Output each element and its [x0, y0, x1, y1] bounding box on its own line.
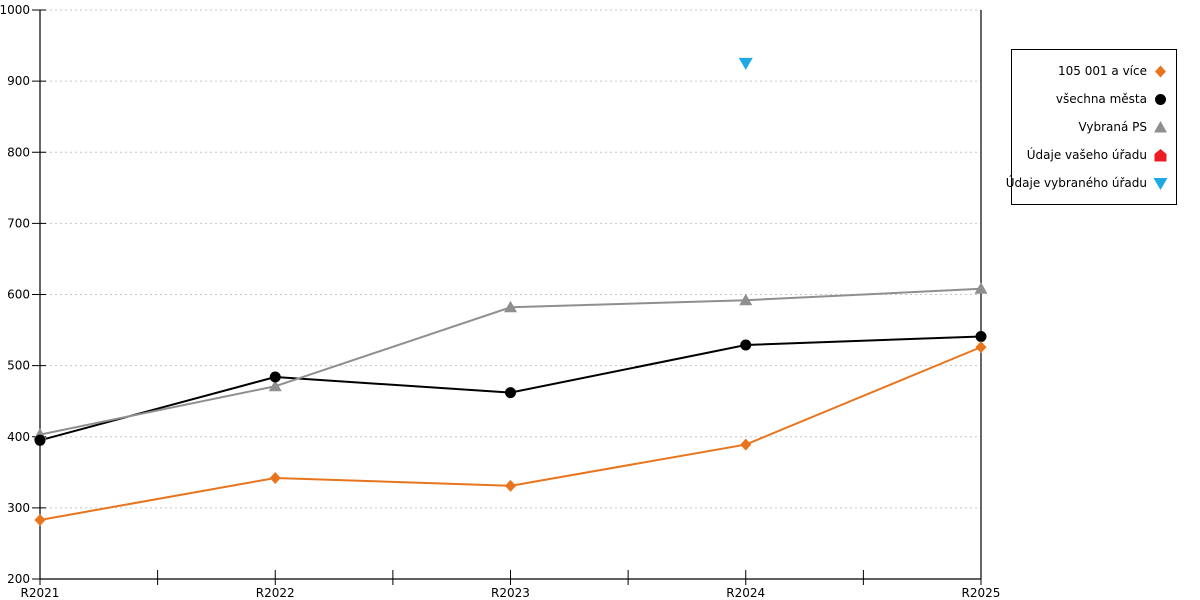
legend-label: 105 001 a více: [1057, 64, 1147, 78]
pentagon-up-icon: [1153, 148, 1168, 163]
x-tick-label: R2023: [491, 586, 530, 600]
y-tick-label: 700: [7, 216, 30, 230]
triangle-up-icon: [1153, 120, 1168, 135]
marker-triangle-up-vybran-ps: [504, 300, 517, 313]
x-tick-label: R2021: [21, 586, 60, 600]
y-tick-label: 600: [7, 288, 30, 302]
x-tick-label: R2022: [256, 586, 295, 600]
x-tick-label: R2024: [726, 586, 765, 600]
legend-item-vybran-ps: Vybraná PS: [1012, 113, 1176, 141]
marker-circle-v-echna-m-sta: [505, 387, 516, 399]
marker-diamond-105-001-a-v-ce: [34, 513, 46, 526]
marker-triangle-down-daje-vybran-ho-adu: [738, 57, 753, 70]
legend-item-v-echna-m-sta: všechna města: [1012, 85, 1176, 113]
y-tick-label: 300: [7, 501, 30, 515]
y-tick-label: 200: [7, 572, 30, 586]
legend-item-105-001-a-v-ce: 105 001 a více: [1012, 57, 1176, 85]
marker-circle-v-echna-m-sta: [269, 371, 281, 383]
legend-marker-shape: [1153, 177, 1168, 190]
legend-marker-shape: [1155, 93, 1166, 105]
y-tick-label: 900: [7, 74, 30, 88]
legend-marker-shape: [1154, 148, 1167, 161]
marker-triangle-up-vybran-ps: [739, 293, 753, 306]
legend-marker-shape: [1154, 120, 1167, 132]
circle-icon: [1153, 92, 1168, 107]
legend-label: Údaje vybraného úřadu: [1005, 176, 1147, 190]
legend-label: všechna města: [1055, 92, 1147, 106]
legend-item-daje-vybran-ho-adu: Údaje vybraného úřadu: [1006, 169, 1176, 197]
marker-circle-v-echna-m-sta: [34, 434, 46, 446]
marker-circle-v-echna-m-sta: [740, 339, 752, 351]
marker-diamond-105-001-a-v-ce: [505, 479, 516, 492]
legend-label: Údaje vašeho úřadu: [1026, 148, 1147, 162]
marker-diamond-105-001-a-v-ce: [975, 341, 987, 354]
y-tick-label: 400: [7, 430, 30, 444]
marker-circle-v-echna-m-sta: [975, 330, 987, 342]
y-tick-label: 1000: [0, 3, 30, 17]
triangle-down-icon: [1153, 176, 1168, 191]
marker-diamond-105-001-a-v-ce: [269, 472, 281, 485]
chart-legend: 105 001 a více všechna města Vybraná PS Úda…: [1006, 49, 1177, 205]
marker-triangle-up-vybran-ps: [268, 379, 282, 392]
y-tick-label: 500: [7, 359, 30, 373]
series-line-105-001-a-v-ce: [39, 346, 982, 521]
marker-diamond-105-001-a-v-ce: [740, 438, 752, 451]
legend-label: Vybraná PS: [1078, 120, 1147, 134]
marker-triangle-up-vybran-ps: [974, 282, 988, 294]
y-tick-label: 800: [7, 145, 30, 159]
x-tick-label: R2025: [962, 586, 1001, 600]
diamond-icon: [1153, 64, 1168, 79]
legend-item-daje-va-eho-adu: Údaje vašeho úřadu: [1012, 141, 1176, 169]
legend-marker-shape: [1155, 65, 1166, 77]
